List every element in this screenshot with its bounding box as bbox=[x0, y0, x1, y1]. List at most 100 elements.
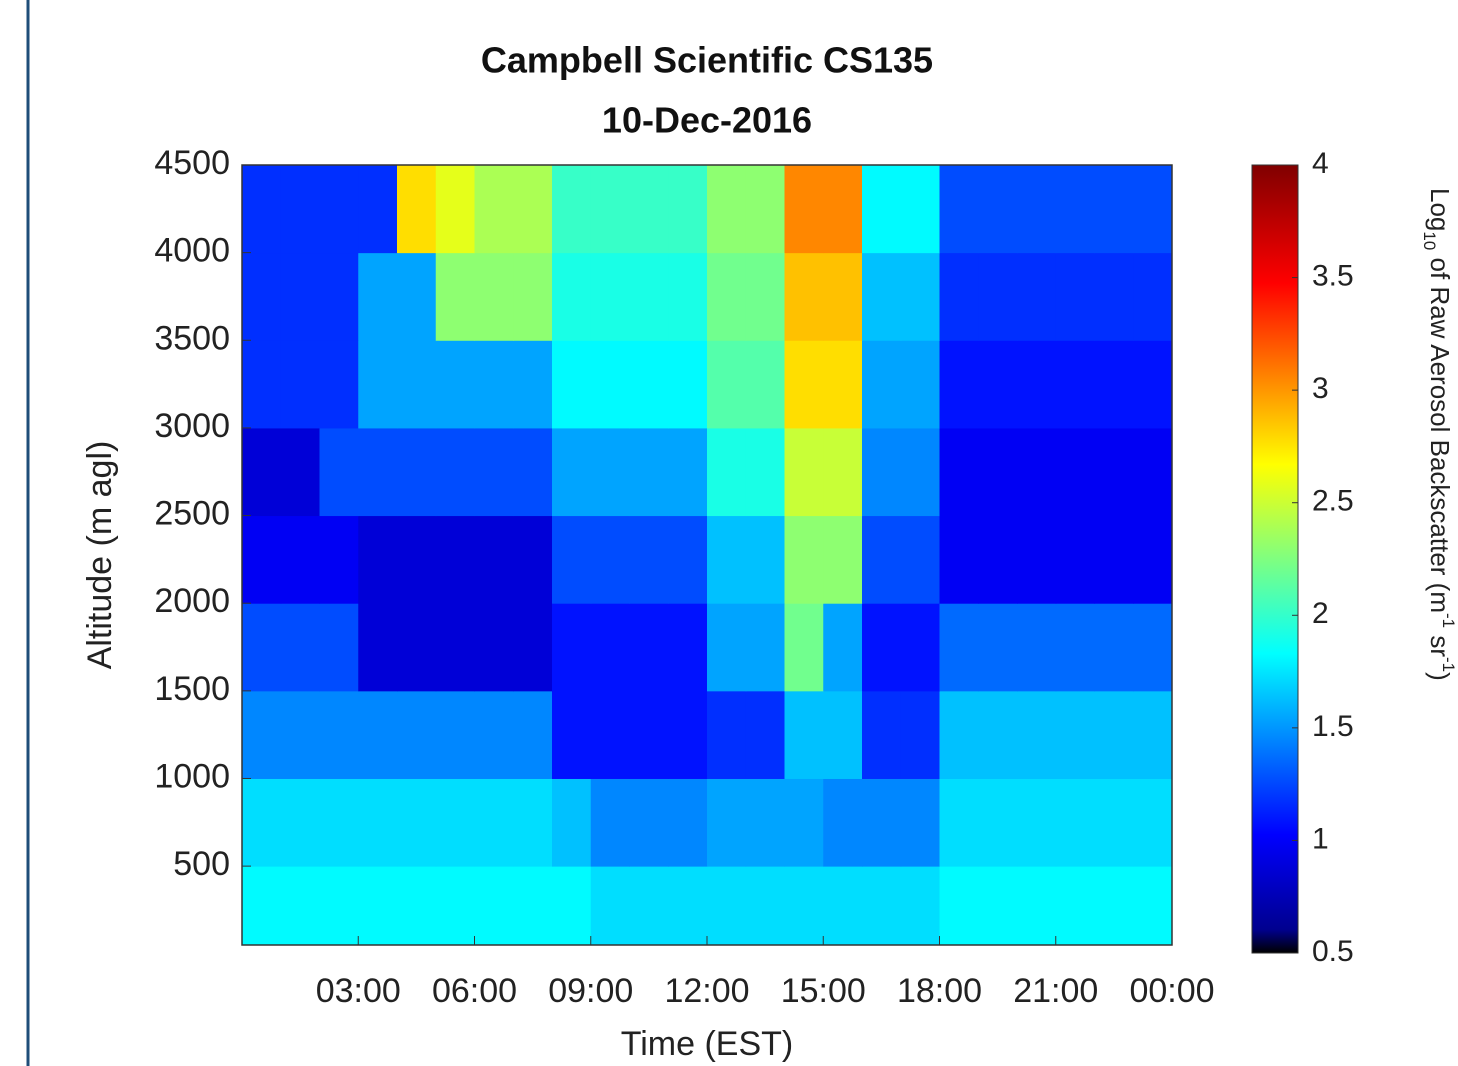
heatmap-cell bbox=[513, 778, 553, 867]
x-tick-label: 21:00 bbox=[1013, 972, 1098, 1010]
heatmap-cell bbox=[939, 603, 979, 692]
colorbar-tick-label: 0.5 bbox=[1312, 935, 1354, 968]
heatmap-cell bbox=[707, 690, 747, 779]
colorbar-label-part: ) bbox=[1425, 672, 1455, 681]
heatmap-cell bbox=[668, 515, 708, 604]
heatmap-cell bbox=[280, 427, 320, 517]
heatmap-cell bbox=[474, 252, 514, 341]
heatmap-cell bbox=[629, 427, 669, 517]
x-tick-label: 00:00 bbox=[1129, 972, 1214, 1010]
heatmap-cell bbox=[668, 252, 708, 341]
y-tick-label: 1500 bbox=[154, 670, 230, 708]
colorbar-tick-label: 1.5 bbox=[1312, 710, 1354, 743]
colorbar-label-part: of Raw Aerosol Backscatter (m bbox=[1425, 250, 1455, 613]
heatmap-cell bbox=[242, 515, 282, 604]
heatmap-cell bbox=[1094, 515, 1134, 604]
heatmap-cell bbox=[668, 340, 708, 429]
heatmap-cell bbox=[784, 252, 824, 341]
heatmap-cell bbox=[862, 778, 902, 867]
heatmap-cell bbox=[1055, 603, 1095, 692]
heatmap-cell bbox=[1055, 778, 1095, 867]
heatmap-cell bbox=[319, 603, 359, 692]
heatmap-cell bbox=[745, 340, 785, 429]
heatmap-cell bbox=[474, 427, 514, 517]
heatmap-cell bbox=[862, 340, 902, 429]
heatmap-cell bbox=[513, 603, 553, 692]
x-tick-label: 18:00 bbox=[897, 972, 982, 1010]
heatmap-cell bbox=[784, 603, 824, 692]
heatmap-cell bbox=[358, 165, 398, 254]
heatmap-cell bbox=[1055, 252, 1095, 341]
heatmap-cell bbox=[319, 778, 359, 867]
heatmap-cell bbox=[784, 866, 824, 946]
heatmap-cell bbox=[823, 252, 863, 341]
heatmap-cell bbox=[552, 778, 592, 867]
heatmap-cell bbox=[1133, 165, 1173, 254]
heatmap-cell bbox=[939, 427, 979, 517]
heatmap-cell bbox=[900, 603, 940, 692]
heatmap-cell bbox=[823, 165, 863, 254]
heatmap-cell bbox=[1094, 252, 1134, 341]
heatmap-cell bbox=[707, 866, 747, 946]
colorbar-tick-label: 2.5 bbox=[1312, 485, 1354, 518]
heatmap-cell bbox=[552, 340, 592, 429]
heatmap-cell bbox=[668, 165, 708, 254]
heatmap-cell bbox=[590, 515, 630, 604]
heatmap-cell bbox=[707, 603, 747, 692]
heatmap-cell bbox=[707, 427, 747, 517]
heatmap-cell bbox=[1133, 515, 1173, 604]
heatmap-cell bbox=[552, 690, 592, 779]
colorbar-tick-label: 3 bbox=[1312, 372, 1329, 405]
heatmap-cell bbox=[784, 165, 824, 254]
heatmap-cell bbox=[552, 866, 592, 946]
heatmap-cell bbox=[978, 866, 1018, 946]
heatmap-cell bbox=[590, 252, 630, 341]
heatmap-cell bbox=[280, 340, 320, 429]
heatmap-cell bbox=[590, 427, 630, 517]
heatmap-cell bbox=[939, 515, 979, 604]
heatmap-cell bbox=[745, 165, 785, 254]
heatmap bbox=[242, 165, 1173, 946]
heatmap-cell bbox=[435, 778, 475, 867]
heatmap-cell bbox=[900, 690, 940, 779]
heatmap-cell bbox=[1133, 690, 1173, 779]
heatmap-cell bbox=[939, 690, 979, 779]
heatmap-cell bbox=[1055, 690, 1095, 779]
heatmap-cell bbox=[784, 778, 824, 867]
heatmap-cell bbox=[242, 340, 282, 429]
heatmap-cell bbox=[978, 603, 1018, 692]
heatmap-cell bbox=[900, 427, 940, 517]
heatmap-cell bbox=[397, 515, 437, 604]
heatmap-cell bbox=[862, 603, 902, 692]
heatmap-cell bbox=[862, 866, 902, 946]
heatmap-cell bbox=[978, 165, 1018, 254]
heatmap-cell bbox=[745, 515, 785, 604]
y-tick-label: 4500 bbox=[154, 144, 230, 182]
heatmap-cell bbox=[1133, 340, 1173, 429]
heatmap-cell bbox=[435, 603, 475, 692]
heatmap-cell bbox=[629, 515, 669, 604]
heatmap-cell bbox=[552, 515, 592, 604]
heatmap-cell bbox=[1055, 866, 1095, 946]
colorbar-tick-label: 4 bbox=[1312, 147, 1329, 180]
heatmap-cell bbox=[552, 603, 592, 692]
heatmap-cell bbox=[1094, 603, 1134, 692]
heatmap-cell bbox=[1094, 165, 1134, 254]
y-axis-label: Altitude (m agl) bbox=[81, 441, 119, 670]
heatmap-cell bbox=[242, 690, 282, 779]
heatmap-cell bbox=[668, 778, 708, 867]
heatmap-cell bbox=[1017, 778, 1057, 867]
heatmap-cell bbox=[513, 866, 553, 946]
colorbar-tick-label: 1 bbox=[1312, 822, 1329, 855]
heatmap-cell bbox=[900, 778, 940, 867]
heatmap-cell bbox=[590, 603, 630, 692]
heatmap-cell bbox=[1017, 252, 1057, 341]
heatmap-cell bbox=[590, 778, 630, 867]
heatmap-cell bbox=[629, 165, 669, 254]
colorbar-label-part: -1 bbox=[1439, 613, 1458, 628]
heatmap-cell bbox=[319, 165, 359, 254]
heatmap-cell bbox=[552, 252, 592, 341]
heatmap-cell bbox=[319, 515, 359, 604]
heatmap-cell bbox=[900, 340, 940, 429]
heatmap-cell bbox=[862, 515, 902, 604]
